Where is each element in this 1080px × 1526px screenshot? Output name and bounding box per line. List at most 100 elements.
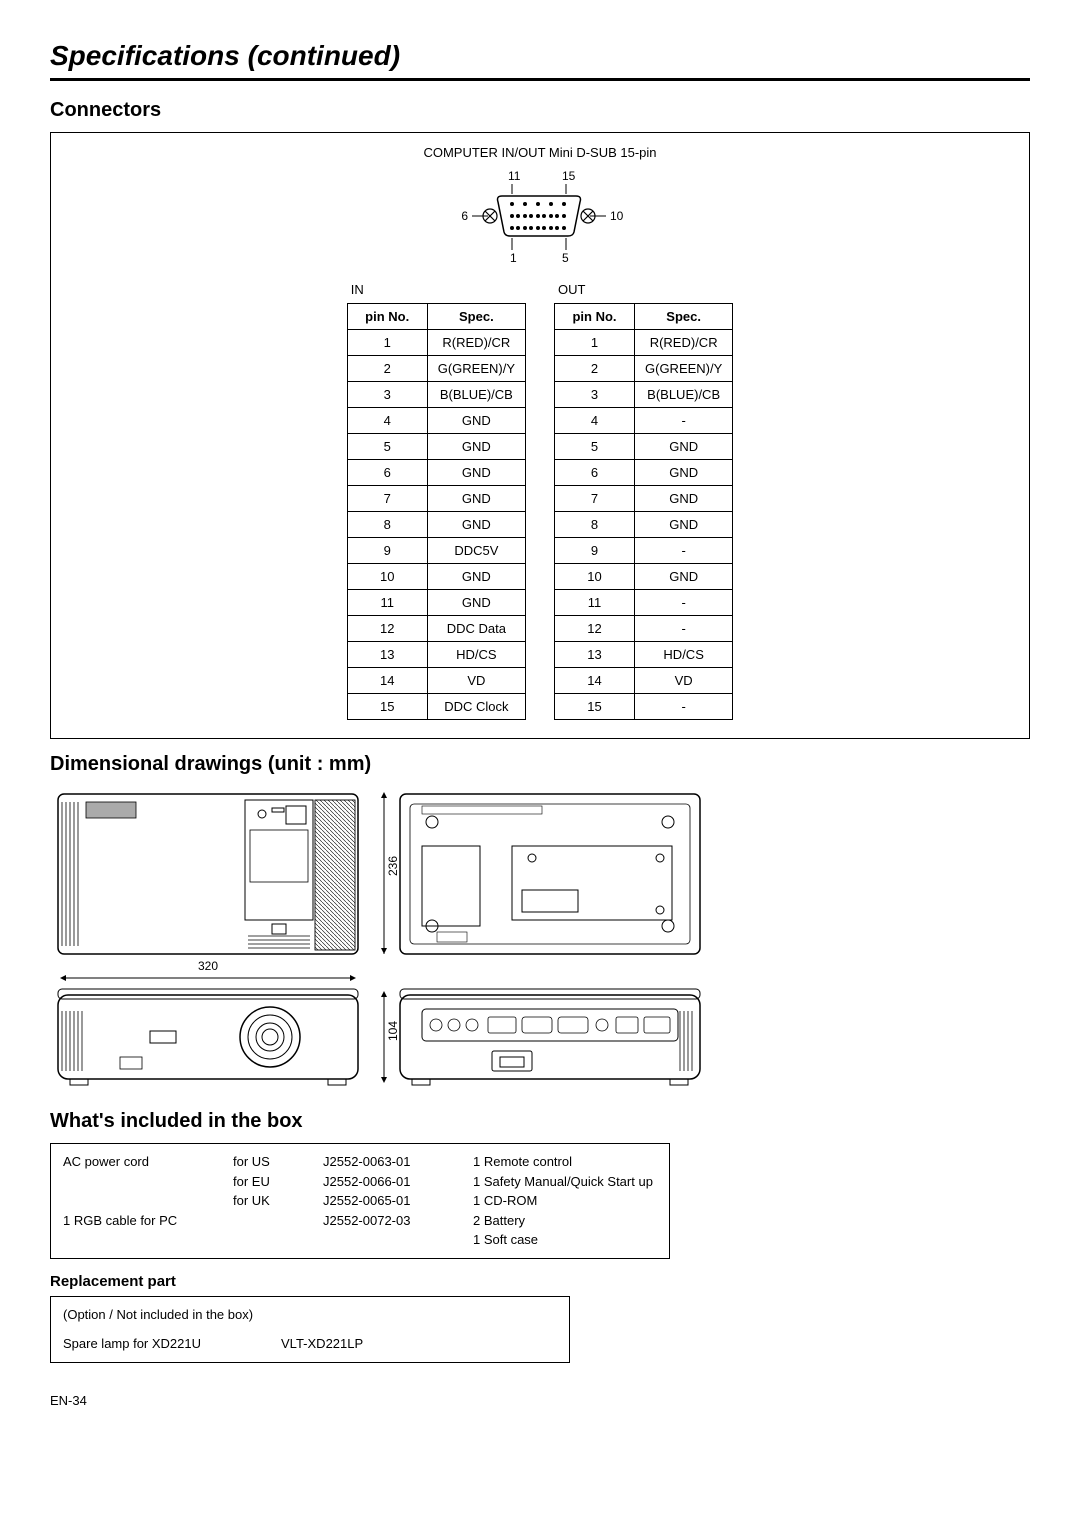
table-row: 3B(BLUE)/CB xyxy=(347,382,525,408)
cell-spec: - xyxy=(635,590,733,616)
col-spec: Spec. xyxy=(427,304,525,330)
replacement-note: (Option / Not included in the box) xyxy=(63,1305,557,1325)
table-row: 2G(GREEN)/Y xyxy=(347,356,525,382)
drawing-top-view xyxy=(50,786,380,962)
table-row: 7GND xyxy=(555,486,733,512)
cell-pin: 13 xyxy=(347,642,427,668)
replacement-item: Spare lamp for XD221U xyxy=(63,1334,201,1354)
cell-spec: - xyxy=(635,408,733,434)
table-row: 7GND xyxy=(347,486,525,512)
table-row: 9DDC5V xyxy=(347,538,525,564)
cell-pin: 15 xyxy=(555,694,635,720)
cell-spec: R(RED)/CR xyxy=(635,330,733,356)
col-pin: pin No. xyxy=(347,304,427,330)
table-row: 1R(RED)/CR xyxy=(555,330,733,356)
cell-pin: 4 xyxy=(555,408,635,434)
cell-pin: 8 xyxy=(555,512,635,538)
cell-pin: 15 xyxy=(347,694,427,720)
cell-pin: 13 xyxy=(555,642,635,668)
cell-pin: 12 xyxy=(347,616,427,642)
cell-spec: B(BLUE)/CB xyxy=(427,382,525,408)
cell-pin: 1 xyxy=(347,330,427,356)
cell-spec: GND xyxy=(635,486,733,512)
table-row: 13HD/CS xyxy=(555,642,733,668)
table-row: 8GND xyxy=(347,512,525,538)
list-item xyxy=(63,1191,203,1211)
cell-spec: - xyxy=(635,538,733,564)
table-row: 6GND xyxy=(347,460,525,486)
cell-pin: 1 xyxy=(555,330,635,356)
cell-spec: B(BLUE)/CB xyxy=(635,382,733,408)
included-heading: What's included in the box xyxy=(50,1110,1030,1133)
cell-spec: DDC5V xyxy=(427,538,525,564)
cell-spec: G(GREEN)/Y xyxy=(635,356,733,382)
page-title: Specifications (continued) xyxy=(50,40,1030,72)
replacement-part: VLT-XD221LP xyxy=(281,1334,363,1354)
table-row: 10GND xyxy=(555,564,733,590)
list-item: AC power cord xyxy=(63,1152,203,1172)
table-row: 1R(RED)/CR xyxy=(347,330,525,356)
cell-spec: GND xyxy=(635,460,733,486)
cell-pin: 10 xyxy=(347,564,427,590)
cell-pin: 7 xyxy=(347,486,427,512)
cell-pin: 11 xyxy=(347,590,427,616)
list-item: for EU xyxy=(233,1172,293,1192)
list-item: J2552-0066-01 xyxy=(323,1172,443,1192)
cell-pin: 12 xyxy=(555,616,635,642)
table-row: 4- xyxy=(555,408,733,434)
cell-spec: VD xyxy=(427,668,525,694)
label-in: IN xyxy=(347,282,526,297)
cell-pin: 7 xyxy=(555,486,635,512)
cell-spec: GND xyxy=(427,434,525,460)
replacement-heading: Replacement part xyxy=(50,1273,1030,1290)
cell-spec: GND xyxy=(427,408,525,434)
label-5: 5 xyxy=(562,251,569,265)
pin-in-table: pin No. Spec. 1R(RED)/CR2G(GREEN)/Y3B(BL… xyxy=(347,303,526,720)
cell-spec: - xyxy=(635,616,733,642)
label-1: 1 xyxy=(510,251,517,265)
cell-pin: 4 xyxy=(347,408,427,434)
cell-spec: DDC Clock xyxy=(427,694,525,720)
cell-spec: GND xyxy=(427,590,525,616)
table-row: 4GND xyxy=(347,408,525,434)
dimensional-heading: Dimensional drawings (unit : mm) xyxy=(50,753,1030,776)
cell-spec: DDC Data xyxy=(427,616,525,642)
table-row: 3B(BLUE)/CB xyxy=(555,382,733,408)
cell-pin: 14 xyxy=(347,668,427,694)
title-rule xyxy=(50,78,1030,81)
cell-pin: 14 xyxy=(555,668,635,694)
drawing-bottom-view xyxy=(392,786,712,962)
table-row: 10GND xyxy=(347,564,525,590)
table-row: 14VD xyxy=(347,668,525,694)
cell-pin: 6 xyxy=(555,460,635,486)
cell-spec: VD xyxy=(635,668,733,694)
col-spec: Spec. xyxy=(635,304,733,330)
list-item: 1 Safety Manual/Quick Start up xyxy=(473,1172,653,1192)
cell-pin: 5 xyxy=(347,434,427,460)
cell-pin: 11 xyxy=(555,590,635,616)
drawing-rear-view xyxy=(392,981,712,1091)
cell-pin: 9 xyxy=(555,538,635,564)
list-item: J2552-0065-01 xyxy=(323,1191,443,1211)
table-row: 15DDC Clock xyxy=(347,694,525,720)
pin-in-block: IN pin No. Spec. 1R(RED)/CR2G(GREEN)/Y3B… xyxy=(347,276,526,720)
included-box: AC power cord 1 RGB cable for PC for USf… xyxy=(50,1143,670,1259)
connectors-heading: Connectors xyxy=(50,99,1030,122)
cell-spec: GND xyxy=(635,512,733,538)
table-row: 6GND xyxy=(555,460,733,486)
table-row: 14VD xyxy=(555,668,733,694)
list-item xyxy=(233,1211,293,1231)
table-row: 5GND xyxy=(347,434,525,460)
connectors-box: COMPUTER IN/OUT Mini D-SUB 15-pin 11 15 … xyxy=(50,132,1030,739)
cell-spec: R(RED)/CR xyxy=(427,330,525,356)
cell-spec: HD/CS xyxy=(635,642,733,668)
cell-pin: 2 xyxy=(555,356,635,382)
table-row: 2G(GREEN)/Y xyxy=(555,356,733,382)
replacement-box: (Option / Not included in the box) Spare… xyxy=(50,1296,570,1363)
list-item: 1 Remote control xyxy=(473,1152,653,1172)
label-11: 11 xyxy=(508,169,521,183)
label-6: 6 xyxy=(461,209,468,223)
list-item: J2552-0063-01 xyxy=(323,1152,443,1172)
cell-spec: GND xyxy=(427,460,525,486)
table-row: 12DDC Data xyxy=(347,616,525,642)
